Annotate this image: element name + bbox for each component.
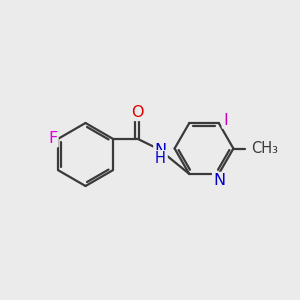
Text: CH₃: CH₃	[251, 141, 278, 156]
Text: I: I	[223, 112, 228, 128]
Text: H: H	[155, 151, 166, 166]
Text: F: F	[48, 131, 57, 146]
Text: O: O	[131, 105, 144, 120]
Text: N: N	[213, 173, 225, 188]
Text: N: N	[154, 143, 166, 158]
